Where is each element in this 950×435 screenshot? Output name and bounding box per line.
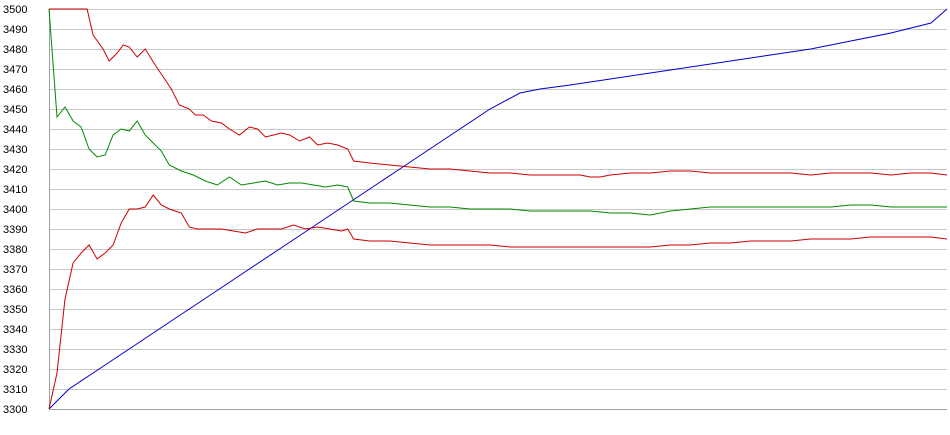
y-tick-label: 3380 bbox=[3, 244, 27, 256]
y-tick-label: 3310 bbox=[3, 384, 27, 396]
y-tick-label: 3450 bbox=[3, 104, 27, 116]
y-tick-label: 3300 bbox=[3, 404, 27, 416]
series-lines bbox=[48, 8, 948, 410]
axes bbox=[49, 9, 947, 410]
series-line-4 bbox=[48, 194, 948, 410]
y-tick-label: 3430 bbox=[3, 144, 27, 156]
y-tick-label: 3460 bbox=[3, 84, 27, 96]
y-tick-label: 3360 bbox=[3, 284, 27, 296]
y-tick-label: 3480 bbox=[3, 44, 27, 56]
y-tick-label: 3330 bbox=[3, 344, 27, 356]
y-tick-label: 3440 bbox=[3, 124, 27, 136]
y-tick-label: 3410 bbox=[3, 184, 27, 196]
y-tick-label: 3400 bbox=[3, 204, 27, 216]
series-line-1 bbox=[48, 8, 948, 410]
y-tick-label: 3420 bbox=[3, 164, 27, 176]
series-line-3 bbox=[48, 8, 947, 216]
y-tick-label: 3390 bbox=[3, 224, 27, 236]
series-line-2 bbox=[49, 8, 948, 178]
y-tick-label: 3340 bbox=[3, 324, 27, 336]
y-tick-label: 3350 bbox=[3, 304, 27, 316]
y-tick-label: 3500 bbox=[3, 4, 27, 16]
y-tick-label: 3320 bbox=[3, 364, 27, 376]
y-tick-label: 3470 bbox=[3, 64, 27, 76]
y-tick-label: 3370 bbox=[3, 264, 27, 276]
y-tick-labels: 3500 3490 3480 3470 3460 3450 3440 3430 3420 3410… bbox=[3, 4, 27, 416]
y-tick-label: 3490 bbox=[3, 24, 27, 36]
